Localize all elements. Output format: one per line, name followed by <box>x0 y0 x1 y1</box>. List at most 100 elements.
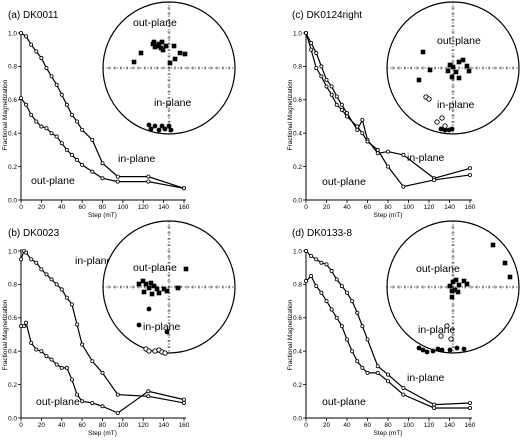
stereonet-label: in-plane <box>143 321 181 333</box>
data-point-out-plane <box>355 359 360 364</box>
data-point-out-plane <box>75 157 80 162</box>
data-point-in-plane <box>339 284 344 289</box>
stereonet-filled-circle-marker <box>435 346 441 352</box>
data-point-in-plane <box>64 102 69 107</box>
stereonet-square-marker <box>159 39 165 45</box>
x-tick-label: 100 <box>403 204 414 211</box>
curve-annotation: in-plane <box>75 255 113 267</box>
curve-annotation: out-plane <box>36 396 80 408</box>
data-point-in-plane <box>355 310 360 315</box>
data-point-out-plane <box>314 284 319 289</box>
data-point-out-plane <box>39 124 44 129</box>
data-point-out-plane <box>34 119 39 124</box>
y-tick-label: 0.6 <box>8 97 17 104</box>
x-tick-label: 60 <box>364 204 372 211</box>
data-point-out-plane <box>365 370 370 375</box>
x-tick-label: 0 <box>19 204 23 211</box>
stereonet-square-marker <box>502 260 508 266</box>
data-point-out-plane <box>303 30 308 35</box>
data-point-in-plane <box>75 119 80 124</box>
x-tick-label: 100 <box>117 422 128 429</box>
stereonet-open-circle-marker <box>439 115 445 121</box>
data-point-in-plane <box>329 84 334 89</box>
data-point-out-plane <box>329 92 334 97</box>
data-point-in-plane <box>115 392 120 397</box>
stereonet-square-marker <box>156 290 162 296</box>
data-point-out-plane <box>375 147 380 152</box>
x-tick-label: 80 <box>99 204 107 211</box>
stereonet-filled-circle-marker <box>454 345 460 351</box>
stereonet-square-marker <box>453 277 459 283</box>
data-point-out-plane <box>100 176 105 181</box>
data-point-in-plane <box>54 282 59 287</box>
y-tick-label: 0.2 <box>8 382 17 389</box>
data-point-in-plane <box>339 102 344 107</box>
stereonet-filled-circle-marker <box>136 322 142 328</box>
stereonet-square-marker <box>449 294 455 300</box>
data-point-out-plane <box>324 299 329 304</box>
data-point-out-plane <box>350 349 355 354</box>
stereonet-filled-circle-marker <box>156 127 162 133</box>
stereonet-square-marker <box>450 279 456 285</box>
x-tick-label: 40 <box>343 422 351 429</box>
data-point-out-plane <box>181 397 186 402</box>
x-tick-label: 80 <box>384 422 392 429</box>
x-tick-label: 160 <box>465 204 476 211</box>
data-point-in-plane <box>360 117 365 122</box>
stereonet-square-marker <box>154 286 160 292</box>
y-tick-label: 0.0 <box>293 415 302 422</box>
y-tick-label: 0.4 <box>8 131 17 138</box>
x-tick-label: 160 <box>179 422 190 429</box>
stereonet-label: in-plane <box>154 97 192 109</box>
data-point-in-plane <box>146 394 151 399</box>
data-point-in-plane <box>29 42 34 47</box>
y-tick-label: 0.6 <box>293 315 302 322</box>
stereonet-square-marker <box>466 68 472 74</box>
data-point-out-plane <box>59 141 64 146</box>
stereonet-open-circle-marker <box>162 350 168 356</box>
x-tick-label: 160 <box>465 422 476 429</box>
data-point-in-plane <box>34 49 39 54</box>
data-point-out-plane <box>54 362 59 367</box>
y-tick-label: 0.8 <box>8 282 17 289</box>
data-point-out-plane <box>115 410 120 415</box>
data-point-in-plane <box>385 372 390 377</box>
data-point-out-plane <box>360 131 365 136</box>
data-point-in-plane <box>432 402 437 407</box>
data-point-in-plane <box>69 112 74 117</box>
stereonet-square-marker <box>447 283 453 289</box>
data-point-out-plane <box>39 349 44 354</box>
stereonet-filled-circle-marker <box>449 126 455 132</box>
stereonet-filled-circle-marker <box>424 349 430 355</box>
stereonet-square-marker <box>416 77 422 83</box>
data-point-out-plane <box>385 164 390 169</box>
stereonet-square-marker <box>151 39 157 45</box>
x-tick-label: 20 <box>323 422 331 429</box>
data-point-in-plane <box>39 267 44 272</box>
x-tick-label: 0 <box>304 422 308 429</box>
stereonet-square-marker <box>449 288 455 294</box>
stereonet-square-marker <box>163 43 169 49</box>
x-tick-label: 60 <box>79 422 87 429</box>
x-axis-label: Step (mT) <box>88 430 117 437</box>
y-tick-label: 0.0 <box>8 415 17 422</box>
x-tick-label: 40 <box>58 422 66 429</box>
x-tick-label: 0 <box>304 204 308 211</box>
stereonet-square-marker <box>164 288 170 294</box>
stereonet-square-marker <box>464 281 470 287</box>
stereonet-label: out-plane <box>437 35 481 47</box>
data-point-out-plane <box>319 74 324 79</box>
stereonet-square-marker <box>175 285 181 291</box>
data-point-out-plane <box>329 307 334 312</box>
y-tick-label: 1.0 <box>293 248 302 255</box>
data-point-out-plane <box>59 365 64 370</box>
data-point-in-plane <box>314 51 319 56</box>
stereonet-square-marker <box>456 282 462 288</box>
stereonet-filled-circle-marker <box>461 346 467 352</box>
stereonet-open-circle-marker <box>426 96 432 102</box>
curve-annotation: out-plane <box>322 176 366 188</box>
y-tick-label: 0.8 <box>8 64 17 71</box>
panel-title: (d) DK0133-8 <box>292 228 352 239</box>
data-point-in-plane <box>329 269 334 274</box>
y-tick-label: 0.4 <box>293 349 302 356</box>
